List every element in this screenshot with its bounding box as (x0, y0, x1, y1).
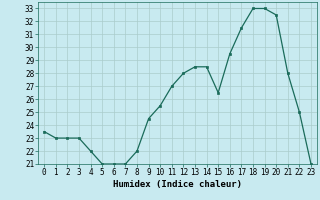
X-axis label: Humidex (Indice chaleur): Humidex (Indice chaleur) (113, 180, 242, 189)
